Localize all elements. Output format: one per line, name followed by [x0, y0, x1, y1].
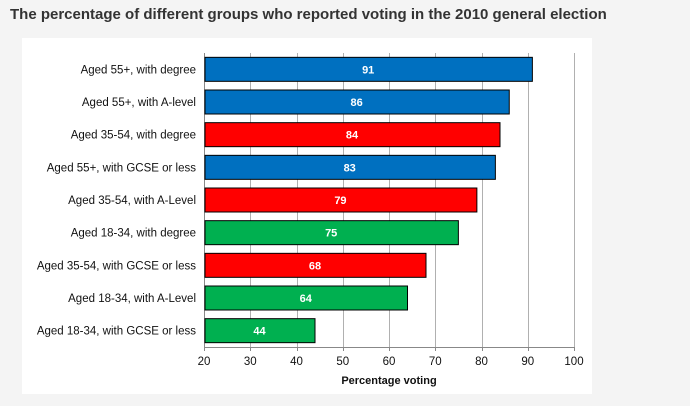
category-labels: Aged 55+, with degree Aged 55+, with A-le…	[37, 64, 196, 337]
bar-value-label: 91	[362, 64, 374, 76]
x-tick-label-30: 30	[244, 356, 257, 368]
x-tick-label-20: 20	[198, 356, 211, 368]
category-label: Aged 35-54, with degree	[71, 130, 196, 142]
bar-9	[204, 318, 316, 344]
category-label: Aged 18-34, with A-Level	[68, 293, 196, 305]
category-label: Aged 55+, with degree	[81, 64, 196, 76]
category-label: Aged 55+, with A-level	[82, 97, 196, 109]
bar-value-label: 83	[344, 162, 356, 174]
bar-value-label: 44	[253, 326, 266, 338]
page-title: The percentage of different groups who r…	[10, 6, 607, 23]
bar-value-label: 86	[351, 97, 363, 109]
x-tick-label-90: 90	[521, 356, 534, 368]
bar-value-label: 68	[309, 260, 321, 272]
x-tick-label-100: 100	[564, 356, 583, 368]
bars: 91 86 84 83 79 75 68 64 44	[204, 56, 533, 344]
x-tick-label-50: 50	[336, 356, 349, 368]
bar-6	[204, 220, 459, 246]
bar-8	[204, 285, 408, 311]
x-tick-label-60: 60	[383, 356, 396, 368]
x-tick-label-40: 40	[290, 356, 303, 368]
bar-4	[204, 154, 496, 180]
bar-value-label: 84	[346, 130, 359, 142]
category-label: Aged 55+, with GCSE or less	[47, 162, 197, 174]
bar-7	[204, 252, 427, 278]
x-tick-label-80: 80	[475, 356, 488, 368]
category-label: Aged 35-54, with GCSE or less	[37, 260, 196, 272]
bar-value-label: 75	[325, 228, 337, 240]
x-tick-labels: 20 30 40 50 60 70 80 90 100	[198, 356, 584, 368]
bar-value-label: 79	[334, 195, 346, 207]
category-label: Aged 18-34, with degree	[71, 228, 196, 240]
bar-3	[204, 122, 501, 148]
bar-value-label: 64	[300, 293, 313, 305]
category-label: Aged 18-34, with GCSE or less	[37, 326, 196, 338]
bar-1	[204, 56, 533, 82]
x-tick-label-70: 70	[429, 356, 442, 368]
category-label: Aged 35-54, with A-Level	[68, 195, 196, 207]
x-axis-title: Percentage voting	[341, 375, 436, 387]
bar-5	[204, 187, 478, 213]
bar-2	[204, 89, 510, 115]
